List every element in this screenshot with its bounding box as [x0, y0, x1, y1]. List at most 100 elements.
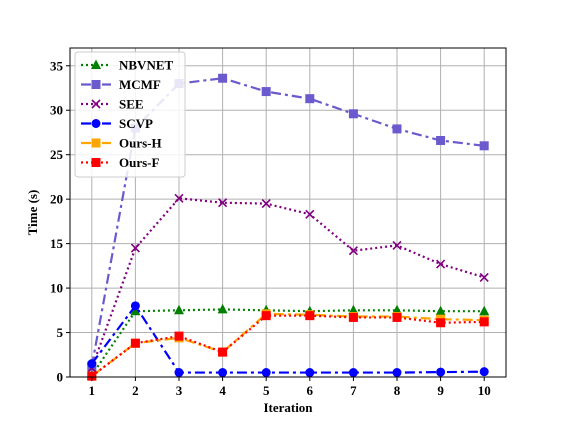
data-point-ours-f — [392, 312, 402, 322]
y-tick-label: 25 — [50, 147, 64, 162]
data-point-nbvnet — [392, 304, 402, 315]
legend-label-ours-h: Ours-H — [119, 136, 162, 151]
legend-box — [74, 51, 186, 178]
legend-label-see: SEE — [119, 97, 144, 112]
legend-item-ours-f: Ours-F — [81, 155, 160, 170]
data-point-nbvnet — [435, 305, 446, 316]
y-tick-label: 5 — [57, 325, 64, 340]
data-point-scvp — [305, 368, 315, 378]
data-point-see — [348, 246, 358, 256]
legend-label-scvp: SCVP — [119, 116, 153, 131]
legend-item-scvp: SCVP — [81, 116, 153, 131]
data-point-mcmf — [218, 73, 228, 83]
series-scvp — [87, 301, 489, 378]
data-point-scvp — [261, 368, 271, 378]
data-point-nbvnet — [174, 304, 184, 315]
legend-marker-ours-f — [91, 158, 101, 167]
legend-label-ours-f: Ours-F — [119, 155, 160, 170]
legend-item-mcmf: MCMF — [81, 77, 161, 92]
data-point-mcmf — [305, 94, 315, 104]
x-marker-stroke — [130, 243, 140, 253]
axes: 1 2 3 4 5 6 7 8 9 10 0 5 10 15 20 25 30 35 — [50, 58, 491, 398]
data-point-ours-f — [87, 371, 97, 381]
data-point-nbvnet — [130, 305, 141, 316]
data-point-see — [130, 243, 140, 253]
y-tick-label: 35 — [50, 58, 64, 73]
data-point-ours-f — [174, 331, 184, 341]
data-point-see — [436, 259, 446, 269]
data-point-scvp — [392, 368, 402, 378]
data-point-ours-f — [130, 338, 140, 348]
legend-marker-scvp — [91, 119, 101, 128]
x-marker-stroke — [305, 209, 315, 219]
data-point-scvp — [436, 367, 446, 377]
data-point-scvp — [218, 368, 228, 378]
data-point-scvp — [130, 301, 140, 311]
legend-marker-ours-h — [91, 138, 101, 148]
data-point-ours-f — [218, 347, 228, 357]
data-point-ours-f — [436, 318, 446, 328]
y-tick-label: 0 — [57, 370, 64, 385]
series-line-nbvnet — [90, 308, 485, 376]
plot-area-frame — [69, 47, 507, 378]
data-point-see — [479, 272, 489, 282]
data-point-ours-f — [479, 317, 489, 327]
data-point-scvp — [348, 368, 358, 378]
legend-marker-nbvnet — [91, 59, 101, 69]
x-marker-stroke — [218, 198, 228, 208]
legend-item-nbvnet: NBVNET — [81, 58, 174, 73]
series-line-see — [90, 197, 485, 369]
data-point-see — [218, 198, 228, 208]
x-marker-stroke — [261, 199, 271, 209]
legend-item-ours-h: Ours-H — [81, 136, 162, 151]
y-axis-label: Time (s) — [25, 190, 40, 236]
x-tick-label: 3 — [176, 383, 183, 398]
x-marker-stroke — [392, 240, 402, 250]
x-tick-label: 4 — [219, 383, 226, 398]
x-axis-label: Iteration — [263, 400, 313, 415]
y-tick-label: 10 — [50, 281, 63, 296]
data-point-mcmf — [261, 87, 271, 97]
data-point-ours-f — [305, 311, 315, 321]
data-point-see — [174, 193, 184, 203]
data-point-mcmf — [479, 141, 489, 151]
data-point-ours-f — [261, 311, 271, 321]
legend-label-nbvnet: NBVNET — [119, 58, 174, 73]
series-line-scvp — [90, 303, 485, 374]
series-see — [87, 193, 489, 373]
legend: NBVNET MCMF SEE SCVP Ours-H Ours-F — [74, 51, 186, 178]
x-tick-label: 6 — [307, 383, 314, 398]
legend-marker-see — [91, 99, 101, 109]
x-marker-stroke — [91, 99, 101, 109]
x-marker-stroke — [479, 272, 489, 282]
data-point-see — [305, 209, 315, 219]
legend-marker-mcmf — [91, 80, 101, 89]
x-marker-stroke — [436, 259, 446, 269]
x-marker-stroke — [174, 193, 184, 203]
data-point-scvp — [87, 359, 97, 369]
data-point-mcmf — [348, 109, 358, 119]
data-point-nbvnet — [479, 305, 490, 316]
legend-item-see: SEE — [81, 97, 144, 112]
x-tick-label: 9 — [437, 383, 444, 398]
data-point-scvp — [174, 368, 184, 378]
x-tick-label: 7 — [350, 383, 357, 398]
data-point-scvp — [479, 367, 489, 377]
series-ours-h — [87, 309, 489, 381]
data-point-nbvnet — [348, 304, 359, 315]
y-tick-label: 15 — [50, 236, 64, 251]
x-marker-stroke — [348, 246, 358, 256]
x-tick-label: 1 — [89, 383, 96, 398]
data-point-mcmf — [436, 135, 446, 145]
y-tick-label: 30 — [50, 103, 63, 118]
data-point-ours-f — [348, 312, 358, 322]
series-line-ours-h — [91, 312, 485, 377]
x-tick-label: 10 — [478, 383, 491, 398]
data-point-nbvnet — [217, 303, 228, 314]
legend-label-mcmf: MCMF — [119, 77, 161, 92]
data-point-see — [392, 240, 402, 250]
y-tick-label: 20 — [50, 192, 63, 207]
data-point-mcmf — [392, 124, 402, 134]
data-point-see — [261, 199, 271, 209]
